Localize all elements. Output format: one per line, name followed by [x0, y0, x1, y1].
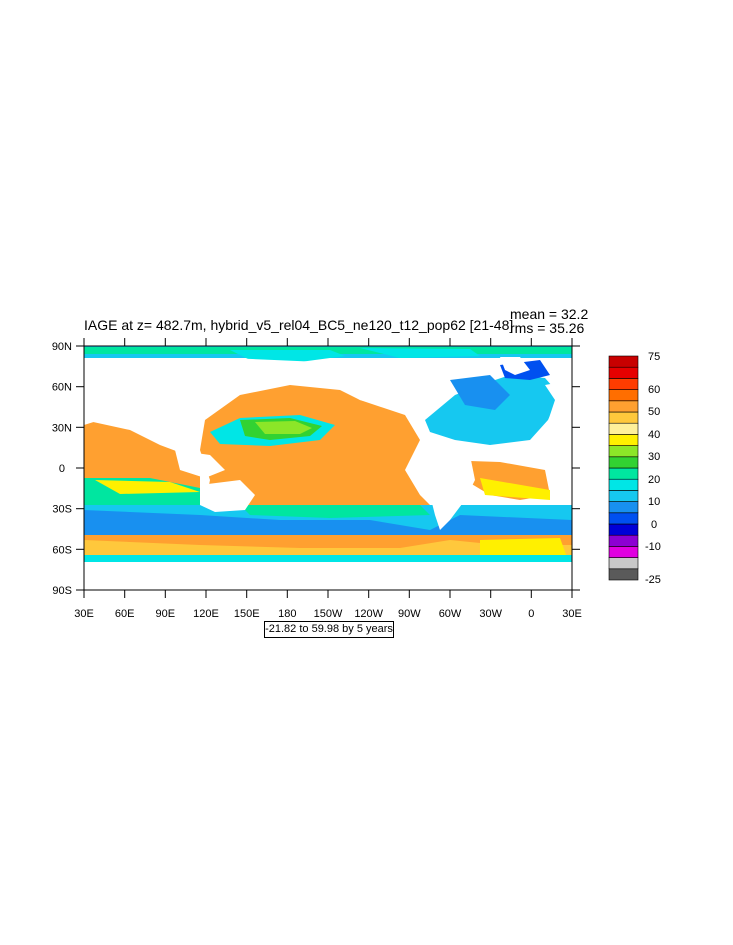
colorbar-swatch: [608, 400, 639, 413]
colorbar-label: 10: [648, 496, 660, 508]
colorbar-swatch: [608, 434, 639, 446]
equatorial-atlantic-edge: [480, 478, 550, 500]
colorbar-label: -25: [645, 574, 661, 586]
ocean-field: [84, 346, 572, 590]
lat-label: 90S: [52, 585, 72, 597]
lon-label: 90E: [156, 608, 176, 620]
lon-label: 150W: [314, 608, 343, 620]
colorbar-swatch: [608, 366, 639, 379]
colorbar-swatch: [608, 445, 639, 458]
colorbar-swatch: [608, 568, 639, 581]
colorbar-label: 30: [648, 451, 660, 463]
lat-label: 90N: [52, 341, 72, 353]
antarctic-yellow-band: [84, 540, 572, 558]
colorbar-label: 0: [651, 519, 657, 531]
lon-label: 30E: [562, 608, 582, 620]
colorbar-swatch: [608, 501, 639, 514]
colorbar-swatch: [608, 478, 639, 491]
mean-stat: mean = 32.2: [510, 306, 589, 322]
colorbar-swatch: [608, 467, 639, 480]
north-pacific-core: [255, 421, 312, 434]
colorbar-label: 20: [648, 474, 660, 486]
colorbar-swatch: [608, 534, 639, 547]
lon-label: 30W: [479, 608, 502, 620]
south-indian-yellow: [95, 480, 200, 494]
lat-label: 60S: [52, 544, 72, 556]
lon-label: 60E: [115, 608, 135, 620]
arctic-cyan-patch: [230, 350, 345, 362]
antarctic-shelf: [84, 555, 572, 562]
lat-ticks: [76, 345, 580, 591]
contour-range-note: -21.82 to 59.98 by 5 years: [264, 621, 394, 638]
colorbar-swatch: [608, 557, 639, 570]
lat-label: 30S: [52, 504, 72, 516]
colorbar-label: 60: [648, 384, 660, 396]
land-maritime-continent: [175, 450, 225, 478]
colorbar-swatch: [608, 456, 639, 469]
lon-label: 120W: [354, 608, 383, 620]
land-north: [84, 358, 445, 440]
southern-ocean-blue: [84, 510, 572, 535]
southern-ocean-green: [240, 505, 430, 518]
rms-stat: rms = 35.26: [510, 320, 585, 336]
north-atlantic: [425, 375, 560, 445]
colorbar-swatch: [608, 490, 639, 502]
colorbar-swatch: [608, 546, 639, 558]
land-europe-africa: [540, 380, 572, 470]
colorbar-label: -10: [645, 541, 661, 553]
lon-label: 30E: [74, 608, 94, 620]
lon-label: 150E: [234, 608, 260, 620]
land-australia: [200, 480, 255, 512]
lon-label: 60W: [439, 608, 462, 620]
lon-label: 90W: [398, 608, 421, 620]
land-south-america: [425, 450, 475, 530]
colorbar-swatch: [608, 523, 639, 536]
colorbar-label: 75: [648, 351, 660, 363]
lat-label: 0: [59, 463, 65, 475]
arctic-cyan-patch: [360, 348, 480, 358]
colorbar-label: 50: [648, 406, 660, 418]
lat-label: 60N: [52, 382, 72, 394]
colorbar-swatch: [608, 512, 639, 525]
colorbar-swatch: [608, 411, 639, 424]
lon-label: 120E: [193, 608, 219, 620]
lon-ticks: [83, 338, 573, 598]
lat-label: 30N: [52, 422, 72, 434]
colorbar-swatch: [608, 422, 639, 435]
lon-label: 0: [528, 608, 534, 620]
lon-label: 180: [278, 608, 296, 620]
colorbar: [608, 355, 639, 581]
colorbar-swatch: [608, 389, 639, 402]
labrador-sea: [450, 375, 510, 410]
land-greenland: [500, 357, 530, 375]
colorbar-swatch: [608, 378, 639, 390]
colorbar-label: 40: [648, 429, 660, 441]
map-title: IAGE at z= 482.7m, hybrid_v5_rel04_BC5_n…: [84, 317, 514, 333]
land-antarctica: [84, 562, 572, 590]
colorbar-swatch: [608, 355, 639, 368]
